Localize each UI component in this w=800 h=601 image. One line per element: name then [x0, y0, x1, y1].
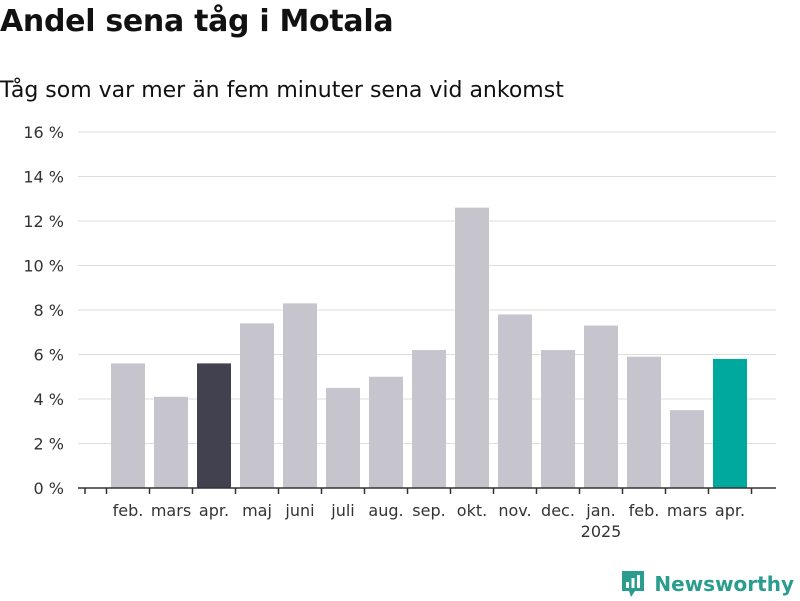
y-tick-label: 6 %	[34, 346, 64, 365]
bar	[326, 387, 360, 488]
bar	[455, 207, 489, 488]
x-tick-label: apr.	[715, 501, 745, 520]
bar	[584, 325, 618, 488]
bar	[713, 358, 747, 488]
y-tick-label: 10 %	[23, 257, 64, 276]
bar	[154, 396, 188, 488]
y-tick-label: 2 %	[34, 435, 64, 454]
bar	[111, 363, 145, 488]
bar	[541, 350, 575, 488]
bar	[627, 356, 661, 488]
x-tick-label: nov.	[498, 501, 531, 520]
x-tick-label: dec.	[541, 501, 575, 520]
x-tick-label: maj	[242, 501, 272, 520]
chart-subtitle: Tåg som var mer än fem minuter sena vid …	[0, 78, 564, 103]
y-tick-label: 14 %	[23, 168, 64, 187]
brand-logo: Newsworthy	[620, 567, 794, 601]
x-tick-label: mars	[667, 501, 707, 520]
newsworthy-logo-icon	[622, 571, 645, 597]
brand-name: Newsworthy	[654, 572, 794, 596]
bar	[283, 303, 317, 488]
bar	[670, 410, 704, 488]
x-tick-label: juni	[284, 501, 314, 520]
x-tick-label: juli	[330, 501, 354, 520]
bar	[412, 350, 446, 488]
x-tick-label: feb.	[629, 501, 660, 520]
chart-title: Andel sena tåg i Motala	[0, 4, 394, 39]
x-tick-label: sep.	[412, 501, 445, 520]
x-tick-label: mars	[151, 501, 191, 520]
x-tick-label: feb.	[113, 501, 144, 520]
x-year-label: 2025	[581, 522, 622, 541]
bar	[498, 314, 532, 488]
x-tick-label: aug.	[368, 501, 403, 520]
x-tick-label: jan.	[585, 501, 615, 520]
x-tick-label: apr.	[199, 501, 229, 520]
y-tick-label: 8 %	[34, 301, 64, 320]
bar	[197, 363, 231, 488]
y-tick-label: 4 %	[34, 390, 64, 409]
x-tick-label: okt.	[457, 501, 487, 520]
y-tick-label: 16 %	[23, 123, 64, 142]
bar	[369, 376, 403, 488]
bar	[240, 323, 274, 488]
y-tick-label: 12 %	[23, 212, 64, 231]
y-tick-label: 0 %	[34, 479, 64, 498]
